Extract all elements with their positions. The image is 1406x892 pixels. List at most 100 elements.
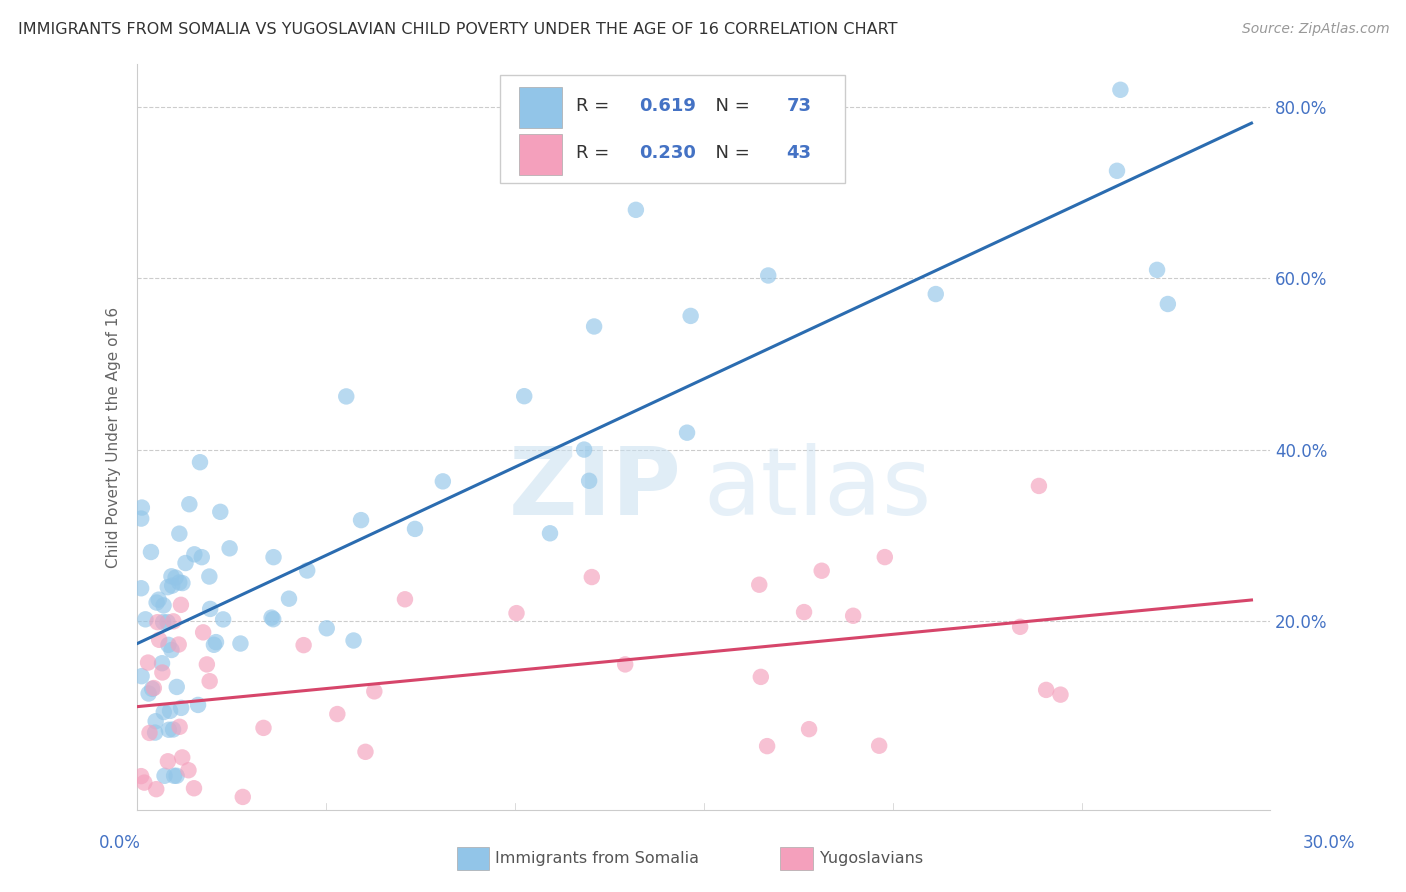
Point [292,638,315,652]
Point [1157,297,1180,311]
Point [188,455,211,469]
Point [315,621,337,635]
Point [142,681,165,695]
Point [354,745,377,759]
Text: 0.230: 0.230 [640,144,696,162]
Point [138,686,160,700]
Point [873,550,896,565]
Point [263,550,285,565]
Point [145,782,167,797]
Point [160,643,183,657]
Point [868,739,890,753]
Text: N =: N = [704,96,755,115]
Point [152,615,174,629]
Text: Yugoslavians: Yugoslavians [820,851,922,865]
Point [179,497,201,511]
Point [195,657,218,672]
Point [278,591,301,606]
Point [183,781,205,796]
Point [260,610,283,624]
Point [156,754,179,768]
Point [170,598,193,612]
Point [141,681,163,696]
Point [578,474,600,488]
Text: IMMIGRANTS FROM SOMALIA VS YUGOSLAVIAN CHILD POVERTY UNDER THE AGE OF 16 CORRELA: IMMIGRANTS FROM SOMALIA VS YUGOSLAVIAN C… [18,22,898,37]
Point [1146,263,1168,277]
Point [191,625,214,640]
Point [538,526,561,541]
Point [134,775,156,789]
Point [218,541,240,556]
Point [394,592,416,607]
Point [187,698,209,712]
Point [1010,620,1032,634]
Point [148,632,170,647]
Point [1109,83,1132,97]
Text: R =: R = [576,96,614,115]
Point [157,723,180,737]
Text: atlas: atlas [704,443,932,535]
Point [165,571,187,585]
Point [749,670,772,684]
Point [162,615,184,629]
Point [174,556,197,570]
Point [148,592,170,607]
Point [191,550,214,565]
Point [156,615,179,629]
Point [350,513,373,527]
Text: Immigrants from Somalia: Immigrants from Somalia [495,851,699,865]
Point [152,705,174,719]
Point [131,500,153,515]
Point [624,202,647,217]
Bar [519,87,562,128]
Point [143,725,166,739]
Point [170,701,193,715]
Point [145,714,167,729]
Text: ZIP: ZIP [509,443,681,535]
Text: 0.0%: 0.0% [98,834,141,852]
Point [797,722,820,736]
Point [183,547,205,561]
Point [157,638,180,652]
Point [131,669,153,683]
Point [513,389,536,403]
Point [129,769,152,783]
Point [160,569,183,583]
Text: 43: 43 [786,144,811,162]
Point [793,605,815,619]
Point [160,579,183,593]
Text: 0.619: 0.619 [640,96,696,115]
Point [150,657,173,671]
Point [177,764,200,778]
Point [432,475,454,489]
Point [172,750,194,764]
Point [198,569,221,583]
Point [1105,163,1128,178]
FancyBboxPatch shape [501,75,845,184]
Point [925,287,948,301]
Point [162,723,184,737]
Point [229,636,252,650]
Point [136,656,159,670]
Point [262,612,284,626]
Point [139,545,162,559]
Point [1028,479,1050,493]
Point [134,612,156,626]
Point [167,638,190,652]
Point [153,769,176,783]
Text: R =: R = [576,144,614,162]
Text: 73: 73 [786,96,811,115]
Point [198,602,221,616]
Point [614,657,637,672]
Point [205,635,228,649]
Point [212,612,235,626]
Bar [519,135,562,176]
Point [163,769,186,783]
Point [583,319,606,334]
Y-axis label: Child Poverty Under the Age of 16: Child Poverty Under the Age of 16 [107,307,121,567]
Point [152,599,174,613]
Point [156,580,179,594]
Point [505,606,527,620]
Point [169,575,191,590]
Point [404,522,426,536]
